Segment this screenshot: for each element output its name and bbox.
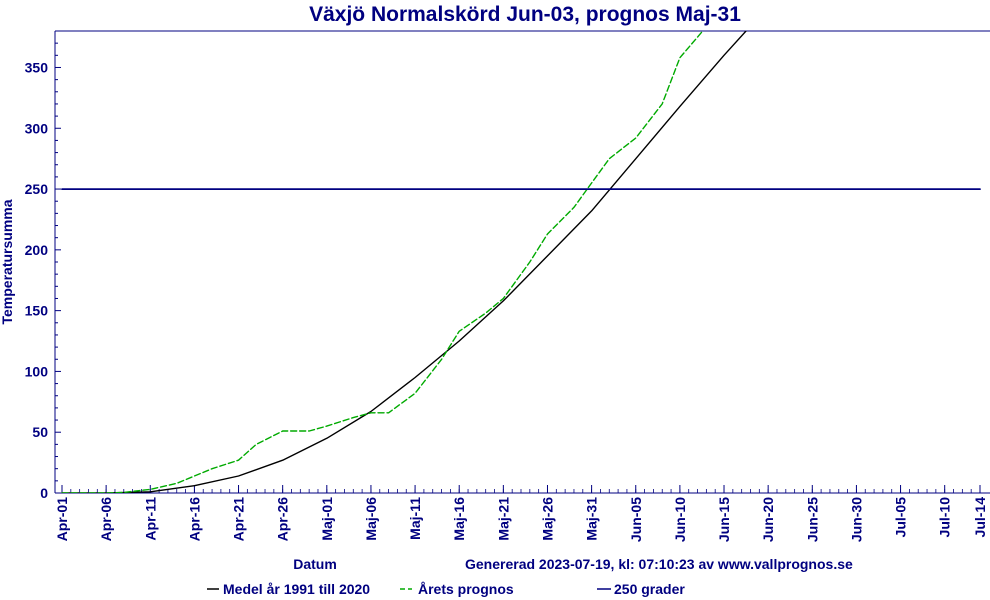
x-tick-label: Jun-30 (848, 497, 864, 542)
x-tick-label: Apr-16 (186, 497, 202, 542)
x-tick-label: Maj-06 (363, 497, 379, 541)
x-tick-label: Jun-10 (672, 497, 688, 542)
x-tick-label: Apr-06 (98, 497, 114, 542)
x-tick-label: Apr-11 (142, 497, 158, 541)
legend-label-forecast: Årets prognos (418, 581, 514, 597)
series-normal-line (61, 31, 747, 493)
y-tick-label: 200 (25, 242, 49, 258)
x-tick-label: Jun-20 (760, 497, 776, 542)
chart-title: Växjö Normalskörd Jun-03, prognos Maj-31 (309, 3, 741, 26)
x-tick-label: Maj-11 (407, 497, 423, 540)
y-tick-label: 100 (25, 363, 49, 379)
x-axis-label: Datum (293, 556, 337, 572)
y-tick-label: 300 (25, 120, 49, 136)
generated-note: Genererad 2023-07-19, kl: 07:10:23 av ww… (465, 556, 853, 572)
x-tick-label: Maj-01 (319, 497, 335, 541)
series-layer (61, 31, 981, 493)
legend-label-normal: Medel år 1991 till 2020 (223, 581, 370, 597)
y-axis-label: Temperatursumma (0, 199, 15, 324)
legend: Medel år 1991 till 2020 Årets prognos 25… (207, 581, 685, 597)
y-axis-ticks: 0 50 100 150 200 250 300 350 (25, 42, 61, 501)
x-axis-ticks: Apr-01 Apr-06 Apr-11 Apr-16 Apr-21 Apr-26 Maj-… (54, 485, 988, 542)
x-tick-label: Jun-15 (716, 497, 732, 542)
x-tick-label: Jul-10 (937, 497, 953, 538)
legend-label-threshold: 250 grader (614, 581, 685, 597)
x-tick-label: Maj-31 (584, 497, 600, 541)
x-tick-label: Apr-21 (231, 497, 247, 542)
y-tick-label: 250 (25, 181, 49, 197)
x-tick-label: Jun-25 (804, 497, 820, 542)
x-tick-label: Jul-14 (972, 497, 988, 538)
x-tick-label: Jul-05 (893, 497, 909, 538)
series-forecast-line (61, 31, 704, 493)
x-tick-label: Maj-16 (451, 497, 467, 541)
x-tick-label: Jun-05 (628, 497, 644, 542)
x-tick-label: Maj-26 (539, 497, 555, 541)
y-tick-label: 0 (40, 485, 48, 501)
x-tick-label: Apr-01 (54, 497, 70, 542)
y-tick-label: 150 (25, 303, 49, 319)
x-tick-label: Apr-26 (275, 497, 291, 542)
y-tick-label: 50 (32, 424, 48, 440)
x-tick-label: Maj-21 (495, 497, 511, 541)
y-tick-label: 350 (25, 59, 49, 75)
